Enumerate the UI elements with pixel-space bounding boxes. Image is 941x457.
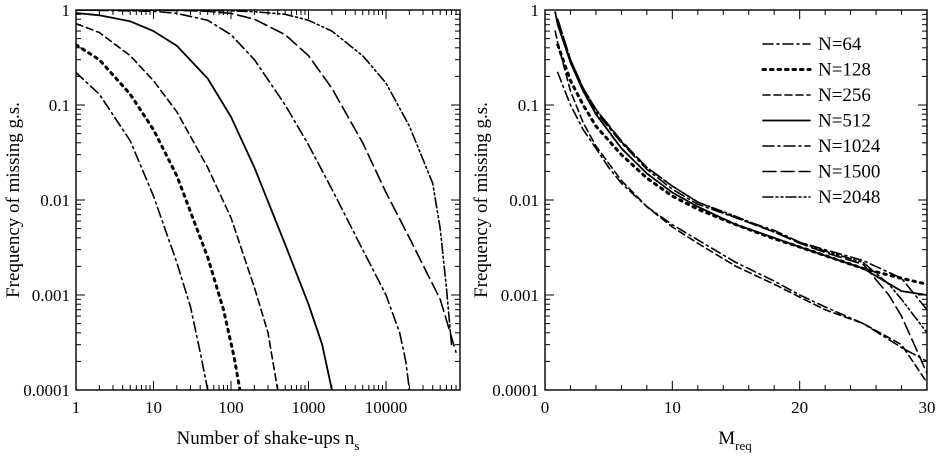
- legend: N=64 N=128 N=256 N=512 N=1024 N=1500 N=2048: [761, 34, 881, 208]
- left-x-ticks: 1 10 100 1000 10000: [72, 10, 461, 417]
- right-series-n-64: [556, 71, 927, 363]
- left-y-tick-label: 0.001: [32, 286, 70, 305]
- left-y-tick-label: 0.01: [40, 191, 70, 210]
- left-x-tick-label: 1000: [292, 398, 326, 417]
- legend-label-n-1500: N=1500: [818, 162, 880, 183]
- left-chart: 1 10 100 1000 10000 0.0001 0.001 0.01 0.1 1 Numb…: [3, 1, 461, 453]
- left-y-axis-label: Frequency of missing g.s.: [3, 102, 24, 298]
- right-y-axis-label: Frequency of missing g.s.: [471, 102, 492, 298]
- legend-label-n-1024: N=1024: [818, 136, 881, 157]
- left-y-tick-label: 0.1: [49, 96, 70, 115]
- right-chart: 0 10 20 30 0.0001 0.001 0.01 0.1 1 Mreq Frequen…: [471, 1, 936, 453]
- right-y-tick-label: 0.01: [509, 191, 539, 210]
- right-series-n-256: [554, 30, 927, 384]
- left-x-tick-label: 100: [218, 398, 244, 417]
- left-series-n-128: [76, 43, 242, 390]
- legend-label-n-512: N=512: [818, 111, 871, 132]
- right-x-axis-label: Mreq: [718, 428, 752, 453]
- right-y-tick-label: 0.0001: [492, 381, 539, 400]
- left-y-tick-label: 1: [62, 1, 71, 20]
- right-x-ticks: 0 10 20 30: [541, 10, 936, 417]
- right-x-tick-label: 20: [791, 398, 808, 417]
- right-x-tick-label: 10: [664, 398, 681, 417]
- right-x-tick-label: 0: [541, 398, 550, 417]
- left-plot-area: [76, 10, 457, 390]
- left-series-n-1024: [76, 10, 411, 390]
- right-series-n-2048: [556, 18, 927, 334]
- left-y-ticks: 0.0001 0.001 0.01 0.1 1: [23, 1, 460, 400]
- left-series-n-2048: [76, 10, 453, 346]
- right-plot-area: [554, 11, 927, 384]
- right-series-n-1500: [556, 18, 927, 375]
- legend-label-n-128: N=128: [818, 60, 871, 81]
- right-y-tick-label: 0.1: [518, 96, 539, 115]
- right-series-n-1024: [556, 21, 927, 311]
- left-x-axis-label: Number of shake-ups ns: [177, 428, 360, 453]
- right-y-tick-label: 1: [531, 1, 540, 20]
- legend-label-n-64: N=64: [818, 34, 862, 55]
- left-x-tick-label: 10000: [365, 398, 408, 417]
- left-x-tick-label: 1: [72, 398, 81, 417]
- right-y-ticks: 0.0001 0.001 0.01 0.1 1: [492, 1, 927, 400]
- right-y-tick-label: 0.001: [501, 286, 539, 305]
- left-series-n-256: [76, 22, 279, 390]
- left-x-tick-label: 10: [145, 398, 162, 417]
- legend-label-n-256: N=256: [818, 85, 871, 106]
- left-series-n-1500: [76, 10, 457, 354]
- legend-label-n-2048: N=2048: [818, 187, 880, 208]
- left-series-n-512: [76, 12, 333, 390]
- right-x-tick-label: 30: [919, 398, 936, 417]
- left-y-tick-label: 0.0001: [23, 381, 70, 400]
- left-series-n-64: [76, 71, 209, 390]
